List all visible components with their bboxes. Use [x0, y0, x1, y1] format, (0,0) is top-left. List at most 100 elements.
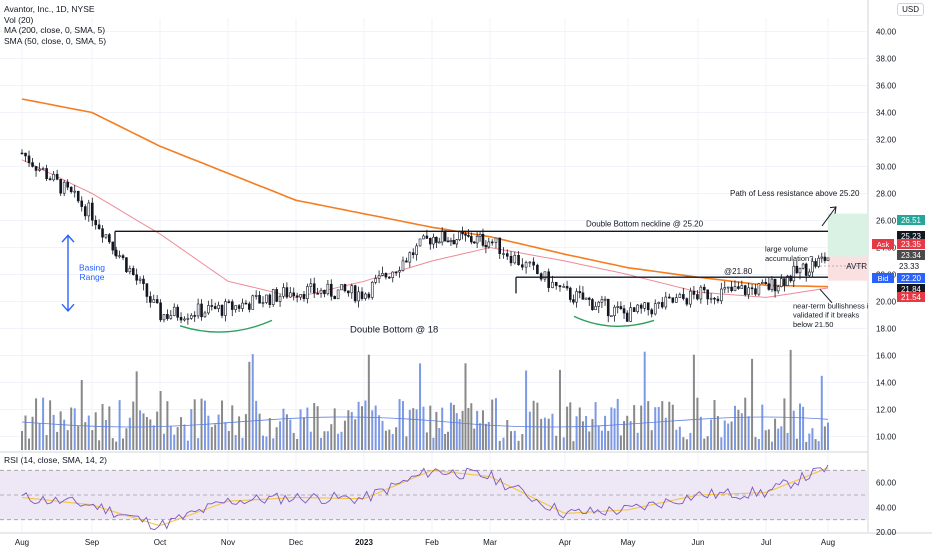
candle-body [261, 302, 265, 304]
volume-bar [706, 436, 709, 450]
candle-body [536, 264, 539, 274]
tag-value: 23.35 [901, 240, 922, 249]
volume-bar [214, 424, 217, 450]
candle-body [224, 301, 227, 316]
volume-bar [513, 430, 516, 450]
volume-bar [316, 406, 319, 450]
candle-body [709, 297, 713, 300]
volume-bar [66, 430, 69, 450]
volume-bar [604, 415, 607, 450]
candle-body [682, 294, 685, 299]
candle-body [319, 289, 323, 294]
volume-bar [364, 400, 367, 450]
volume-bar [685, 439, 688, 450]
candle-body [671, 297, 675, 303]
candle-body [323, 289, 326, 295]
volume-bar [77, 425, 80, 450]
volume-bar [275, 427, 278, 450]
volume-bar [502, 437, 505, 450]
candle-body [248, 303, 251, 310]
candle-body [632, 307, 636, 312]
volume-bar [180, 417, 183, 450]
candle-body [795, 265, 799, 274]
legend-sma50[interactable]: SMA (50, close, 0, SMA, 5) [4, 35, 107, 46]
volume-bar [162, 433, 165, 450]
candle-body [289, 292, 292, 298]
volume-bar [197, 438, 200, 450]
volume-bar [350, 412, 353, 450]
candle-body [41, 168, 45, 170]
candle-body [716, 298, 720, 302]
candle-body [723, 287, 727, 290]
volume-bar [337, 433, 340, 450]
large-volume-label-1: large volume [765, 245, 808, 254]
candles [20, 149, 830, 325]
candle-body [767, 283, 771, 290]
volume-bar [467, 408, 470, 450]
volume-bar [730, 421, 733, 450]
volume-bar [142, 413, 145, 450]
tag-value: 23.33 [899, 262, 920, 271]
candle-body [524, 262, 528, 268]
tag-value: 22.20 [901, 274, 922, 283]
volume-bar [754, 437, 757, 450]
volume-bar [115, 441, 118, 450]
double-bottom-arc-1 [179, 319, 273, 333]
volume-bar [135, 371, 138, 450]
candle-body [733, 286, 737, 291]
candle-body [543, 271, 547, 280]
candle-body [66, 181, 69, 188]
volume-bar [313, 402, 316, 450]
candle-body [478, 233, 482, 237]
volume-bar [156, 411, 159, 450]
candle-body [415, 245, 418, 256]
volume-bar [795, 438, 798, 450]
candle-body [747, 287, 750, 295]
volume-bar [733, 405, 736, 450]
candle-body [505, 253, 509, 257]
candle-body [435, 236, 438, 243]
candle-body [643, 302, 646, 309]
rsi-pane [21, 464, 829, 531]
currency-selector[interactable]: USD [897, 3, 924, 16]
candle-body [554, 281, 558, 286]
volume-bar [464, 363, 467, 450]
legend-vol[interactable]: Vol (20) [4, 14, 34, 25]
candle-body [575, 291, 578, 303]
tag-value-bg [897, 273, 925, 283]
candle-body [490, 241, 494, 244]
candle-body [377, 275, 381, 279]
candle-body [547, 271, 550, 288]
candle-body [783, 278, 786, 286]
candle-body [241, 302, 244, 309]
volume-bar [716, 416, 719, 450]
price-axis-tick: 16.00 [876, 352, 897, 361]
candle-body [108, 234, 111, 243]
price-tags: 26.51 25.23 23.34 Ask 23.35 AVTR 23.33 Bid 22.20… [820, 215, 925, 302]
volume-bar [713, 400, 716, 450]
candle-body [237, 305, 241, 309]
candle-body [200, 303, 203, 318]
legend-title[interactable]: Avantor, Inc., 1D, NYSE [4, 4, 95, 14]
volume-bar [551, 413, 554, 450]
candle-body [145, 283, 149, 297]
candle-body [653, 303, 657, 315]
volume-bar [21, 431, 23, 450]
candle-body [48, 178, 52, 181]
tag-value-bg [897, 284, 925, 294]
time-axis-tick: Sep [85, 538, 100, 547]
candle-body [565, 286, 569, 289]
volume-bar [757, 439, 760, 450]
legend-ma200[interactable]: MA (200, close, 0, SMA, 5) [4, 25, 106, 35]
tag-value: 26.51 [901, 216, 922, 225]
candle-body [622, 308, 626, 314]
candle-body [254, 295, 258, 297]
candle-body [353, 285, 357, 302]
rsi-legend[interactable]: RSI (14, close, SMA, 14, 2) [4, 455, 107, 465]
volume-bar [320, 437, 323, 450]
candle-body [422, 235, 425, 240]
candle-body [664, 296, 668, 308]
volume-bar [792, 410, 795, 450]
candle-body [657, 302, 661, 304]
